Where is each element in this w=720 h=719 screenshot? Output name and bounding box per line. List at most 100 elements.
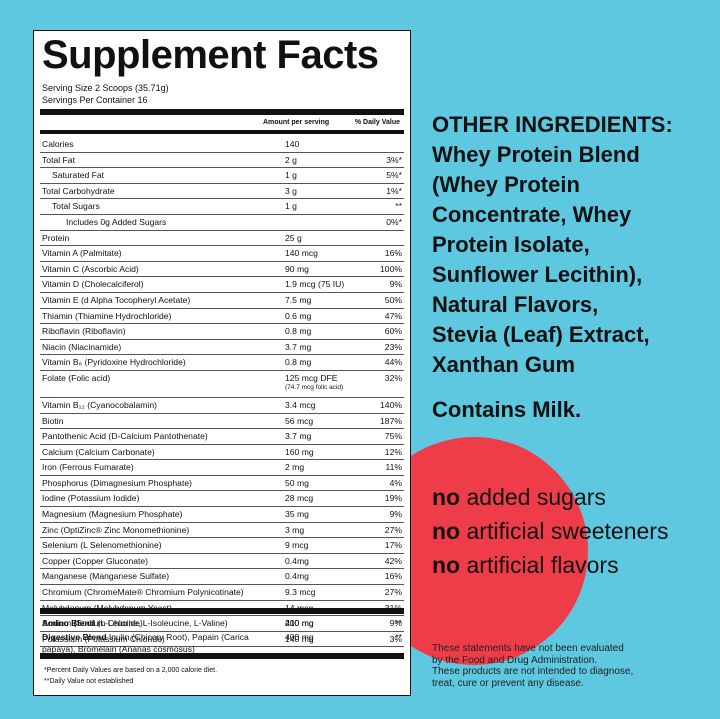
nutrient-name: Manganese (Manganese Sulfate) [42, 571, 170, 582]
divider-header [40, 130, 404, 134]
nutrient-amount: 140 mcg [285, 248, 318, 259]
table-row: Calcium (Calcium Carbonate) 160 mg 12% [40, 445, 404, 461]
fda-disclaimer: These statements have not been evaluated… [432, 643, 633, 689]
claim-item: no artificial flavors [432, 548, 668, 582]
nutrient-name: Zinc (OptiZinc® Zinc Monomethionine) [42, 524, 190, 535]
nutrient-daily-value: 19% [384, 493, 402, 504]
nutrient-daily-value: 27% [384, 587, 402, 598]
nutrient-daily-value: 17% [384, 540, 402, 551]
nutrient-name: Pantothenic Acid (D-Calcium Pantothenate… [42, 431, 208, 442]
nutrient-name: Vitamin A (Palmitate) [42, 248, 122, 259]
nutrient-amount: 140 mg [285, 633, 314, 644]
claim-no: no [432, 518, 461, 544]
nutrient-name: Saturated Fat [52, 170, 105, 181]
nutrient-amount: 7.5 mg [285, 294, 312, 305]
blend-detail: Inulin (Chicory Root), Papain (Carica pa… [42, 632, 249, 654]
nutrient-name: Calcium (Calcium Carbonate) [42, 446, 155, 457]
ingredient-line: Natural Flavors, [432, 292, 599, 317]
table-row: Potassium (Potassium Chloride) 140 mg 3% [40, 632, 404, 648]
table-row: Vitamin B₁₂ (Cyanocobalamin) 3.4 mcg 140% [40, 398, 404, 414]
claim-item: no artificial sweeteners [432, 514, 668, 548]
table-row: Total Sugars 1 g ** [40, 199, 404, 215]
ingredient-line: Xanthan Gum [432, 352, 576, 377]
nutrient-amount: 140 [285, 139, 300, 149]
nutrient-name: Vitamin C (Ascorbic Acid) [42, 263, 139, 274]
nutrient-name: Magnesium (Magnesium Phosphate) [42, 509, 183, 520]
nutrient-daily-value: 4% [389, 477, 402, 488]
ingredient-line: Sunflower Lecithin), [432, 262, 643, 287]
nutrient-amount: 1.9 mcg (75 IU) [285, 279, 345, 290]
nutrient-amount: 0.6 mg [285, 310, 312, 321]
nutrient-amount: 210 mg [285, 618, 314, 629]
table-row: Zinc (OptiZinc® Zinc Monomethionine) 3 mg… [40, 523, 404, 539]
table-row: Thiamin (Thiamine Hydrochloride) 0.6 mg 47… [40, 309, 404, 325]
nutrient-name: Molybdenum (Molybdenum Yeast) [42, 601, 172, 616]
nutrient-amount: 3.7 mg [285, 341, 312, 352]
divider-thick-top [40, 109, 404, 115]
nutrient-amount: 9 mcg [285, 540, 309, 551]
table-row: Niacin (Niacinamide) 3.7 mg 23% [40, 340, 404, 356]
nutrient-amount: 3 mg [285, 524, 305, 535]
nutrient-daily-value: 140% [380, 399, 402, 410]
ingredient-line: Concentrate, Whey [432, 202, 632, 227]
nutrient-amount: 3.4 mcg [285, 399, 316, 410]
nutrient-daily-value: 187% [380, 415, 402, 426]
nutrient-daily-value: 3%* [386, 154, 402, 165]
nutrient-daily-value: 9% [389, 509, 402, 520]
table-row: Vitamin E (d Alpha Tocopheryl Acetate) 7.… [40, 293, 404, 309]
table-row: Copper (Copper Gluconate) 0.4mg 42% [40, 554, 404, 570]
nutrient-amount-detail: (74.7 mcg folic acid) [285, 383, 344, 391]
table-row: Vitamin D (Cholecalciferol) 1.9 mcg (75 I… [40, 277, 404, 293]
nutrient-name: Copper (Copper Gluconate) [42, 555, 149, 566]
nutrient-amount: 0.4mg [285, 555, 309, 566]
disclaimer-line: by the Food and Drug Administration. [432, 654, 598, 666]
nutrient-name: Selenium (L Selenomethionine) [42, 540, 162, 551]
nutrient-name: Folate (Folic acid) [42, 372, 111, 383]
nutrient-amount: 160 mg [285, 446, 314, 457]
nutrient-daily-value: 32% [384, 372, 402, 383]
nutrient-daily-value: 75% [384, 431, 402, 442]
footnote-na: **Daily Value not established [44, 678, 134, 685]
nutrient-amount: 50 mg [285, 477, 309, 488]
blend-detail: (L-Leucine, L-Isoleucine, L-Valine) [95, 618, 228, 628]
nutrient-amount: 0.4mg [285, 571, 309, 582]
nutrient-amount: 14 mcg [285, 601, 313, 616]
blend-name: Digestive Blend [42, 632, 107, 642]
nutrient-name: Total Carbohydrate [42, 185, 115, 196]
nutrient-name: Phosphorus (Dimagnesium Phosphate) [42, 477, 192, 488]
nutrient-name: Calories [42, 139, 74, 149]
nutrient-amount: 0.8 mg [285, 326, 312, 337]
blend-description: Amino Blend (L-Leucine, L-Isoleucine, L-… [40, 617, 272, 629]
table-row: Pantothenic Acid (D-Calcium Pantothenate… [40, 429, 404, 445]
nutrient-name: Vitamin B₁₂ (Cyanocobalamin) [42, 399, 157, 410]
nutrient-amount: 3 g [285, 185, 297, 196]
table-row: Vitamin C (Ascorbic Acid) 90 mg 100% [40, 262, 404, 278]
nutrient-amount: 1 g [285, 170, 297, 181]
nutrient-daily-value: 23% [384, 341, 402, 352]
nutrient-name: Biotin [42, 415, 64, 426]
claim-text: added sugars [460, 484, 606, 510]
nutrient-daily-value: 60% [384, 326, 402, 337]
nutrient-daily-value: ** [395, 201, 402, 212]
table-row: Includes 0g Added Sugars 0%* [40, 215, 404, 231]
nutrient-name: Vitamin B₆ (Pyridoxine Hydrochloride) [42, 357, 186, 368]
blend-daily-value: ** [395, 632, 402, 642]
nutrient-amount: 90 mg [285, 263, 309, 274]
table-row: Phosphorus (Dimagnesium Phosphate) 50 mg 4… [40, 476, 404, 492]
table-row: Saturated Fat 1 g 5%* [40, 168, 404, 184]
disclaimer-line: These products are not intended to diagn… [432, 666, 634, 677]
table-row: Folate (Folic acid) 125 mcg DFE 32% (74.7 m… [40, 371, 404, 398]
table-row: Total Fat 2 g 3%* [40, 153, 404, 169]
table-row: Total Carbohydrate 3 g 1%* [40, 184, 404, 200]
nutrient-name: Total Fat [42, 154, 75, 165]
nutrient-daily-value: 16% [384, 248, 402, 259]
nutrient-daily-value: 12% [384, 446, 402, 457]
table-row: Vitamin A (Palmitate) 140 mcg 16% [40, 246, 404, 262]
nutrient-amount: 35 mg [285, 509, 309, 520]
nutrient-daily-value: 31% [385, 601, 402, 616]
nutrient-daily-value: 100% [380, 263, 402, 274]
nutrient-name: Total Sugars [52, 201, 100, 212]
claims-list: no added sugars no artificial sweeteners n… [432, 480, 668, 582]
ingredient-line: Stevia (Leaf) Extract, [432, 322, 650, 347]
ingredient-line: Protein Isolate, [432, 232, 590, 257]
